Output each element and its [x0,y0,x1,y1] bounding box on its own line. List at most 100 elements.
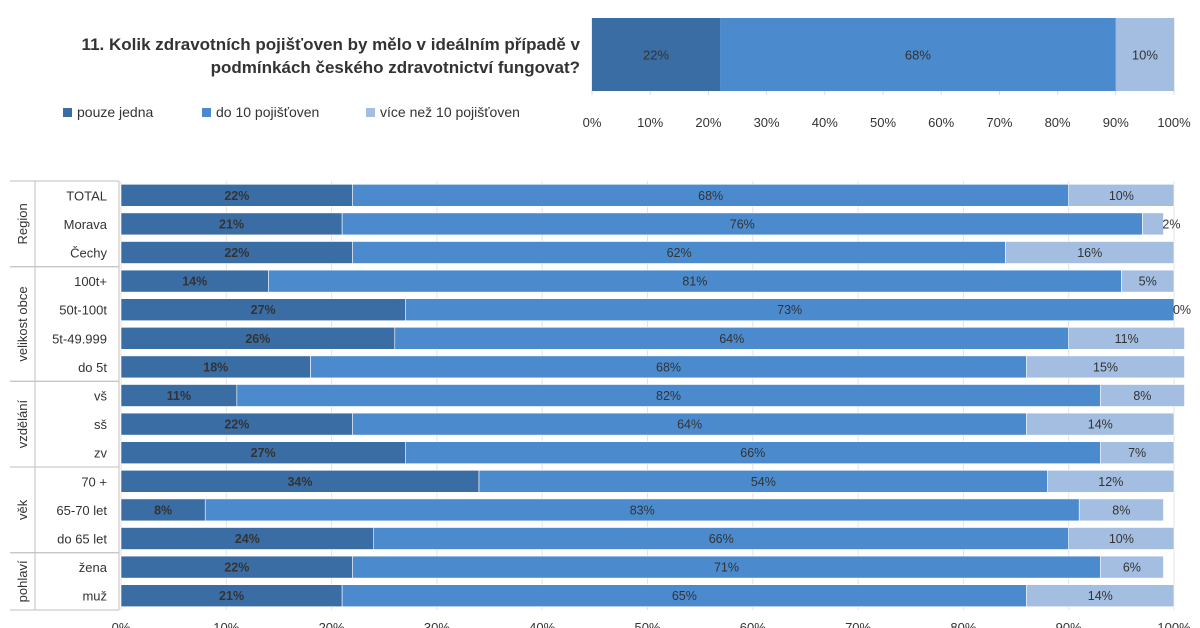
tick-label: 80% [950,620,976,628]
data-label: 21% [219,589,244,603]
bar-segment [1142,212,1164,236]
data-label: 21% [219,217,244,231]
tick-label: 90% [1103,115,1129,130]
data-label: 62% [667,246,692,260]
data-label: 26% [245,332,270,346]
data-label: 18% [203,360,228,374]
bar-segment [1026,584,1175,608]
category-label: 65-70 let [56,503,107,518]
category-label: žena [79,560,108,575]
category-label: muž [82,589,107,604]
bar-segment [1099,441,1175,465]
data-label: 64% [719,332,744,346]
category-label: 5t-49.999 [52,331,107,346]
legend-swatch-icon [202,107,211,117]
legend-swatch-icon [366,107,375,117]
category-label: Morava [64,217,108,232]
legend-label: do 10 pojišťoven [216,104,320,120]
data-label: 66% [740,446,765,460]
data-label: 68% [698,189,723,203]
tick-label: 60% [740,620,766,628]
bar-segment [1068,184,1175,207]
legend-label: pouze jedna [77,104,154,120]
tick-label: 50% [634,620,660,628]
tick-label: 70% [845,620,871,628]
legend-item-vice-nez-10: více než 10 pojišťoven [366,104,520,120]
tick-label: 40% [812,115,838,130]
bar-segment [1026,355,1185,379]
chart-title: 11. Kolik zdravotních pojišťoven by mělo… [81,35,580,77]
category-label: zv [94,446,108,461]
data-label: 8% [154,503,172,517]
bar-segment [1047,469,1175,493]
data-label: 6% [1123,561,1141,575]
data-label: 27% [251,303,276,317]
legend-item-do-10: do 10 pojišťoven [202,104,319,120]
tick-label: 10% [637,115,663,130]
data-label: 22% [224,418,249,432]
legend-swatch-icon [63,107,72,117]
category-label: 50t-100t [59,303,107,318]
bar-segment [405,298,1175,322]
data-label: 54% [751,475,776,489]
bar-segment [720,18,1116,91]
data-label: 8% [1112,503,1130,517]
data-label: 73% [777,303,802,317]
category-label: 70 + [81,474,107,489]
legend-label: více než 10 pojišťoven [380,104,520,120]
data-label: 64% [677,418,702,432]
bar-segment [1099,555,1164,579]
data-label: 5% [1139,275,1157,289]
tick-label: 90% [1056,620,1082,628]
data-label: 81% [682,275,707,289]
data-label: 14% [1088,589,1113,603]
tick-label: 0% [583,115,602,130]
bar-segment [1099,384,1185,407]
tick-label: 20% [695,115,721,130]
data-label: 10% [1109,532,1134,546]
group-label: vzdělání [15,400,30,449]
data-label: 83% [630,503,655,517]
data-label: 14% [182,275,207,289]
tick-label: 100% [1157,620,1191,628]
tick-label: 70% [986,115,1012,130]
bar-segment [1115,18,1174,91]
tick-label: 30% [754,115,780,130]
data-label: 8% [1133,389,1151,403]
data-label: 16% [1077,246,1102,260]
category-label: sš [94,417,108,432]
data-label: 24% [235,532,260,546]
tick-label: 30% [424,620,450,628]
group-label: pohlaví [15,560,30,602]
category-label: vš [94,389,108,404]
data-label: 27% [251,446,276,460]
data-label: 2% [1162,217,1180,231]
data-label: 7% [1128,446,1146,460]
data-label: 68% [905,48,931,63]
data-label: 0% [1173,303,1191,317]
data-label: 34% [287,475,312,489]
data-label: 66% [709,532,734,546]
bar-segment [1078,498,1164,522]
data-label: 11% [167,389,191,403]
tick-label: 40% [529,620,555,628]
data-label: 11% [1115,332,1139,346]
data-label: 15% [1093,360,1118,374]
data-label: 71% [714,561,739,575]
data-label: 14% [1088,418,1113,432]
legend: pouze jedna do 10 pojišťoven více než 10… [0,104,600,124]
tick-label: 20% [319,620,345,628]
data-label: 82% [656,389,681,403]
data-label: 10% [1132,48,1158,63]
tick-label: 10% [213,620,239,628]
category-label: do 65 let [57,532,107,547]
category-label: do 5t [78,360,107,375]
category-label: TOTAL [66,188,107,203]
data-label: 68% [656,360,681,374]
tick-label: 100% [1157,115,1191,130]
data-label: 22% [224,189,249,203]
data-label: 65% [672,589,697,603]
bar-segment [1068,527,1175,550]
